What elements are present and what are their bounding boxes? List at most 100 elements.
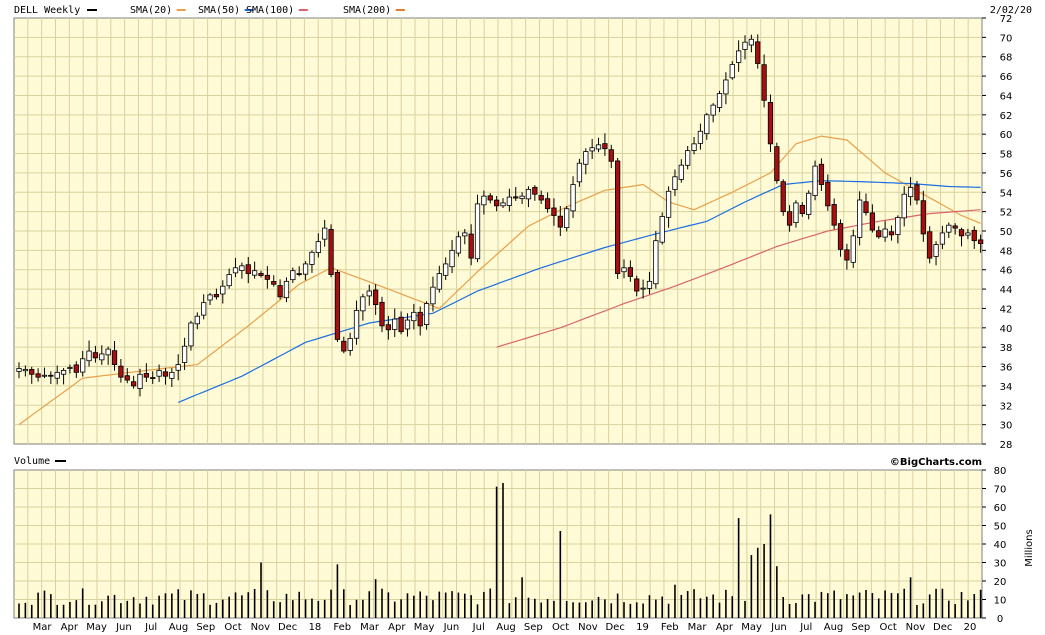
candle-96 xyxy=(627,260,633,282)
candle-120 xyxy=(780,179,786,216)
candle-125 xyxy=(812,160,818,201)
candle-114 xyxy=(742,35,748,60)
volume-tick-60: 60 xyxy=(994,503,1007,514)
candle-86 xyxy=(564,206,570,232)
candle-82 xyxy=(538,190,544,204)
x-label-19: Oct xyxy=(552,622,569,633)
price-tick-56: 56 xyxy=(1000,169,1013,180)
candle-99 xyxy=(646,271,653,295)
x-label-16: Jul xyxy=(472,622,485,633)
candle-77 xyxy=(506,188,512,212)
candle-36 xyxy=(245,257,251,284)
candle-3 xyxy=(35,368,41,382)
volume-bars xyxy=(18,482,982,618)
candle-27 xyxy=(188,320,194,351)
candle-90 xyxy=(589,138,595,160)
x-label-30: Sep xyxy=(851,622,870,633)
volume-title: Volume xyxy=(14,456,50,467)
candle-21 xyxy=(150,371,156,384)
candle-1 xyxy=(22,365,28,377)
candle-128 xyxy=(831,198,837,230)
candle-15 xyxy=(111,340,118,371)
price-tick-36: 36 xyxy=(1000,363,1013,374)
candle-53 xyxy=(353,300,360,345)
x-label-2: May xyxy=(86,622,107,633)
candle-148 xyxy=(958,227,965,247)
candle-117 xyxy=(761,54,767,108)
price-tick-50: 50 xyxy=(1000,227,1013,238)
candle-7 xyxy=(60,368,67,385)
candle-70 xyxy=(462,228,468,245)
candle-123 xyxy=(799,202,805,217)
x-label-34: 20 xyxy=(964,622,977,633)
watermark: ©BigCharts.com xyxy=(890,457,982,468)
volume-tick-50: 50 xyxy=(994,522,1007,533)
x-label-0: Mar xyxy=(33,622,53,633)
chart-symbol: DELL Weekly xyxy=(14,5,80,16)
candle-129 xyxy=(837,219,844,257)
candle-65 xyxy=(430,276,436,312)
candle-32 xyxy=(220,280,226,304)
candle-54 xyxy=(360,293,366,321)
x-label-8: Nov xyxy=(251,622,271,633)
candle-115 xyxy=(748,34,754,53)
candle-106 xyxy=(691,136,697,155)
price-tick-66: 66 xyxy=(1000,72,1013,83)
candle-60 xyxy=(398,311,404,335)
x-label-26: May xyxy=(741,622,762,633)
x-label-15: Jun xyxy=(443,622,460,633)
candle-47 xyxy=(315,233,321,258)
candle-88 xyxy=(576,158,583,187)
x-label-3: Jun xyxy=(115,622,132,633)
candle-91 xyxy=(595,137,602,153)
candle-28 xyxy=(194,312,200,330)
x-label-5: Aug xyxy=(169,622,189,633)
candle-46 xyxy=(309,250,315,273)
x-label-27: Jun xyxy=(770,622,787,633)
candle-135 xyxy=(876,226,882,239)
candle-10 xyxy=(80,351,86,377)
x-label-14: May xyxy=(414,622,435,633)
candle-130 xyxy=(844,243,850,270)
candle-110 xyxy=(716,90,723,113)
x-label-28: Jul xyxy=(799,622,812,633)
candle-139 xyxy=(901,186,907,227)
candle-71 xyxy=(468,224,474,266)
candle-45 xyxy=(302,261,309,281)
candle-13 xyxy=(99,345,105,365)
candle-94 xyxy=(615,157,621,279)
candle-0 xyxy=(16,362,22,379)
candle-57 xyxy=(379,296,385,333)
candle-23 xyxy=(162,367,169,385)
x-label-23: Feb xyxy=(661,622,679,633)
price-tick-40: 40 xyxy=(1000,324,1013,335)
candle-56 xyxy=(373,284,379,315)
candle-31 xyxy=(213,288,220,300)
candle-147 xyxy=(952,223,958,235)
candle-55 xyxy=(366,284,372,306)
candle-95 xyxy=(621,259,627,279)
indicator-label-1: SMA(50) xyxy=(198,5,240,16)
candle-9 xyxy=(73,361,79,378)
candle-142 xyxy=(920,190,926,242)
candle-103 xyxy=(672,169,678,197)
sma-50-line xyxy=(177,180,981,403)
candle-101 xyxy=(659,212,665,245)
candle-107 xyxy=(697,123,704,150)
candle-51 xyxy=(341,336,347,354)
price-tick-52: 52 xyxy=(1000,208,1013,219)
candle-100 xyxy=(653,231,659,289)
candle-67 xyxy=(443,257,449,281)
indicator-label-2: SMA(100) xyxy=(246,5,294,16)
candle-102 xyxy=(665,186,672,228)
candle-4 xyxy=(41,367,48,379)
x-label-18: Sep xyxy=(524,622,543,633)
candle-145 xyxy=(939,225,946,250)
price-tick-60: 60 xyxy=(1000,130,1013,141)
candle-63 xyxy=(417,306,423,336)
candle-137 xyxy=(888,225,895,241)
price-tick-64: 64 xyxy=(1000,91,1013,102)
candle-30 xyxy=(207,292,213,306)
candle-119 xyxy=(774,142,780,184)
